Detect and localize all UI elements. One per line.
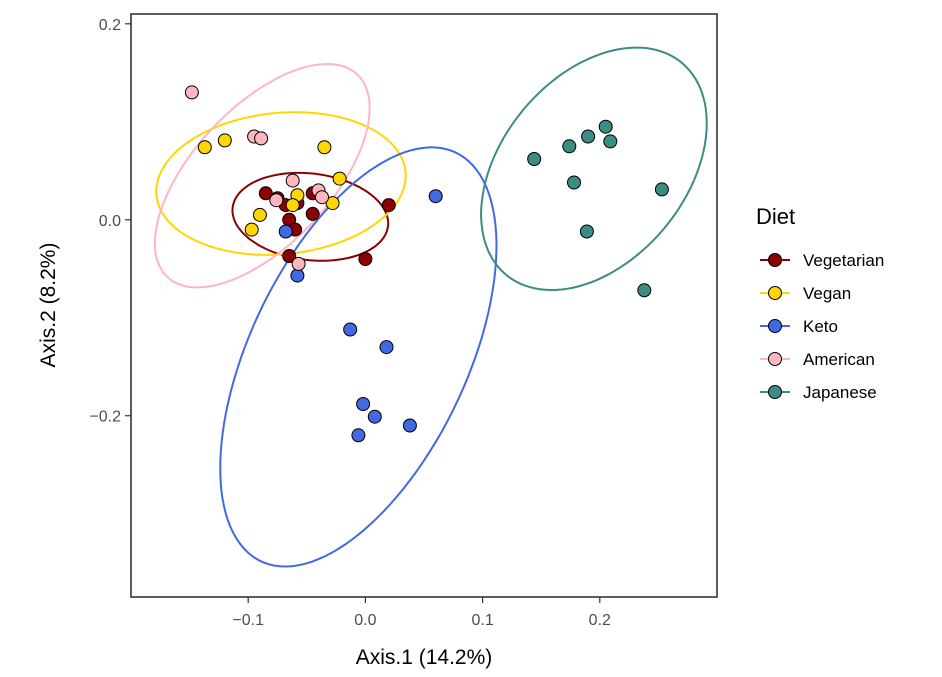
point-american-6 — [315, 190, 329, 205]
point-keto-8 — [402, 418, 417, 433]
point-japanese-3 — [581, 129, 596, 144]
ellipse-keto — [219, 146, 498, 568]
point-keto-7 — [367, 409, 382, 424]
x-axis: −0.1 0.0 0.1 0.2 — [232, 597, 611, 629]
legend: Diet Vegetarian Vegan Keto American Japanese — [756, 204, 884, 402]
x-axis-title: Axis.1 (14.2%) — [356, 646, 493, 669]
point-vegan-8 — [252, 207, 267, 222]
ellipse-vegan — [155, 111, 407, 256]
ellipse-american — [153, 62, 371, 289]
point-japanese-8 — [579, 224, 594, 239]
legend-key-vegetarian — [768, 253, 782, 267]
legend-title: Diet — [756, 204, 795, 229]
point-japanese-4 — [598, 119, 613, 134]
legend-label-vegetarian: Vegetarian — [803, 251, 884, 270]
point-vegan-4 — [332, 171, 347, 186]
y-axis: 0.2 0.0 −0.2 — [89, 17, 131, 426]
point-vegan-7 — [325, 196, 340, 211]
point-keto-5 — [379, 340, 394, 355]
point-layer — [184, 85, 669, 443]
legend-key-japanese — [768, 385, 782, 399]
plot-panel — [130, 13, 718, 598]
legend-key-keto — [768, 319, 782, 333]
point-japanese-7 — [654, 182, 669, 197]
legend-label-american: American — [803, 350, 875, 369]
y-tick-label: −0.2 — [89, 409, 121, 426]
point-vegetarian-11 — [381, 198, 396, 213]
point-vegan-9 — [244, 222, 259, 237]
point-keto-6 — [356, 397, 371, 411]
point-japanese-1 — [527, 152, 542, 166]
ellipse-japanese — [480, 46, 708, 292]
point-vegan-1 — [197, 140, 212, 155]
point-vegan-3 — [317, 140, 332, 155]
point-american-8 — [291, 256, 306, 271]
y-tick-label: 0.2 — [99, 17, 121, 34]
x-tick-label: −0.1 — [232, 612, 264, 629]
y-axis-title: Axis.2 (8.2%) — [37, 243, 60, 368]
point-keto-9 — [351, 428, 366, 443]
point-japanese-2 — [562, 139, 577, 154]
point-american-3 — [254, 131, 269, 146]
point-american-4 — [285, 173, 300, 188]
point-japanese-9 — [637, 283, 652, 298]
x-tick-label: 0.1 — [471, 612, 493, 629]
point-vegetarian-10 — [358, 252, 373, 266]
ellipse-layer — [153, 46, 708, 568]
legend-key-vegan — [768, 286, 782, 300]
ellipse-vegetarian — [231, 171, 390, 262]
point-keto-3 — [290, 268, 305, 283]
point-keto-4 — [343, 322, 358, 337]
x-tick-label: 0.2 — [589, 612, 611, 629]
point-keto-1 — [428, 189, 443, 204]
point-vegetarian-7 — [305, 206, 320, 221]
point-american-7 — [269, 193, 284, 208]
x-tick-label: 0.0 — [354, 612, 376, 629]
point-vegan-6 — [285, 198, 300, 213]
point-vegetarian-9 — [282, 249, 297, 263]
point-american-1 — [184, 85, 199, 100]
point-vegan-2 — [217, 133, 232, 148]
point-japanese-5 — [603, 134, 618, 149]
point-vegetarian-1 — [258, 186, 273, 201]
legend-label-vegan: Vegan — [803, 284, 851, 303]
legend-label-keto: Keto — [803, 317, 838, 336]
y-tick-label: 0.0 — [99, 213, 121, 230]
legend-label-japanese: Japanese — [803, 383, 877, 402]
point-japanese-6 — [567, 175, 581, 190]
point-keto-2 — [278, 224, 293, 239]
legend-key-american — [768, 352, 782, 366]
